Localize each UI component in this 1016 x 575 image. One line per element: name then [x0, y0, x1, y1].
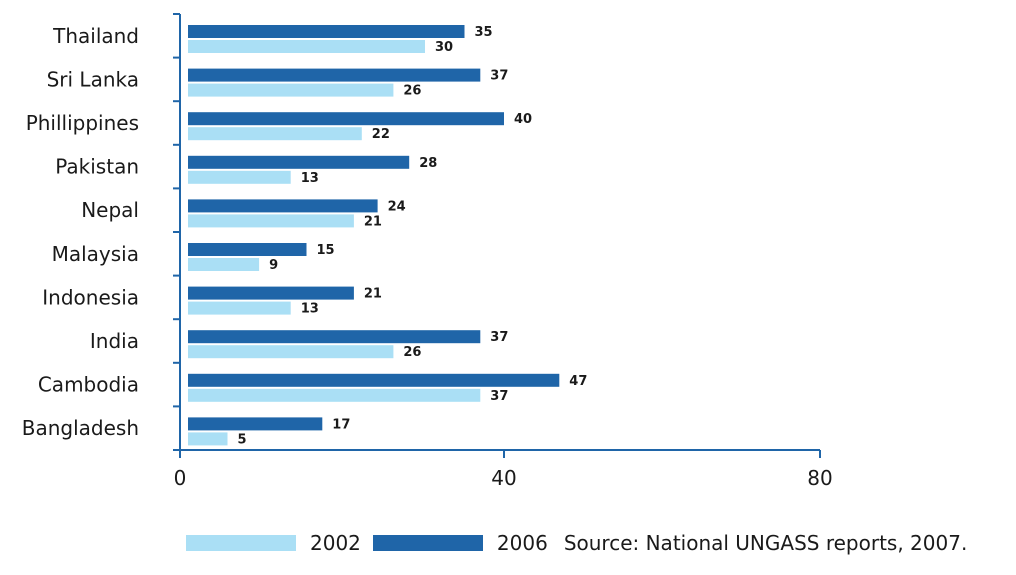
bar-2006 [188, 112, 504, 126]
data-label-2002: 5 [238, 432, 247, 447]
bar-2002 [188, 301, 291, 315]
bar-2006 [188, 417, 323, 431]
bar-2006 [188, 330, 481, 344]
bar-2006 [188, 68, 481, 82]
x-axis-ticks: 0 40 80 [174, 450, 833, 490]
data-label-2006: 24 [388, 199, 406, 214]
data-label-2006: 35 [475, 25, 493, 40]
data-label-2002: 13 [301, 171, 319, 186]
data-label-2002: 9 [269, 258, 278, 273]
x-tick-label: 40 [491, 466, 516, 490]
category-label: Pakistan [55, 155, 139, 179]
data-label-2006: 40 [514, 112, 532, 127]
bar-2002 [188, 345, 394, 359]
data-label-2002: 22 [372, 127, 390, 142]
data-label-2006: 21 [364, 287, 382, 302]
data-label-2002: 26 [403, 345, 421, 360]
data-label-2006: 37 [490, 330, 508, 345]
legend: 2002 2006 Source: National UNGASS report… [186, 528, 967, 558]
data-label-2006: 37 [490, 69, 508, 84]
bar-2002 [188, 40, 425, 53]
data-label-2006: 47 [569, 374, 587, 389]
bar-2006 [188, 243, 307, 256]
bar-2006 [188, 373, 560, 387]
bar-2006 [188, 199, 378, 213]
legend-label-2002: 2002 [310, 531, 361, 555]
legend-swatch-2002 [186, 535, 296, 551]
x-tick-label: 80 [807, 466, 832, 490]
bar-2002 [188, 127, 362, 141]
legend-label-2006: 2006 [496, 531, 548, 555]
bar-2002 [188, 258, 260, 271]
bars: 35 30 37 26 40 22 28 13 24 21 15 9 21 13 37 26 47 37 17 5 [188, 25, 587, 447]
y-axis-ticks [173, 13, 180, 451]
category-label: Thailand [52, 24, 139, 48]
category-label: Bangladesh [22, 416, 139, 440]
category-label: Sri Lanka [47, 67, 139, 91]
category-label: Nepal [81, 198, 139, 222]
category-labels: Thailand Sri Lanka Phillippines Pakistan Nep… [22, 24, 139, 440]
data-label-2002: 13 [301, 302, 319, 317]
data-label-2002: 26 [403, 84, 421, 99]
bar-2006 [188, 286, 354, 300]
bar-2002 [188, 432, 228, 446]
data-label-2002: 21 [364, 214, 382, 229]
data-label-2006: 15 [317, 243, 335, 258]
data-label-2002: 37 [490, 389, 508, 404]
bar-2002 [188, 170, 291, 184]
legend-swatch-2006 [372, 535, 483, 551]
category-label: Phillippines [26, 111, 139, 135]
bar-2002 [188, 388, 481, 402]
x-tick-label: 0 [174, 466, 187, 490]
source-note: Source: National UNGASS reports, 2007. [563, 531, 968, 555]
data-label-2006: 28 [419, 156, 437, 171]
bar-2006 [188, 155, 410, 169]
bar-2002 [188, 83, 394, 97]
category-label: Indonesia [42, 285, 139, 309]
bar-2002 [188, 214, 354, 228]
category-label: India [90, 329, 139, 353]
category-label: Cambodia [38, 373, 139, 397]
data-label-2002: 30 [435, 40, 453, 55]
data-label-2006: 17 [332, 417, 350, 432]
category-label: Malaysia [52, 242, 139, 266]
bar-2006 [188, 25, 465, 38]
bar-chart: 0 40 80 3530372640222813242115921133726473… [22, 13, 833, 490]
